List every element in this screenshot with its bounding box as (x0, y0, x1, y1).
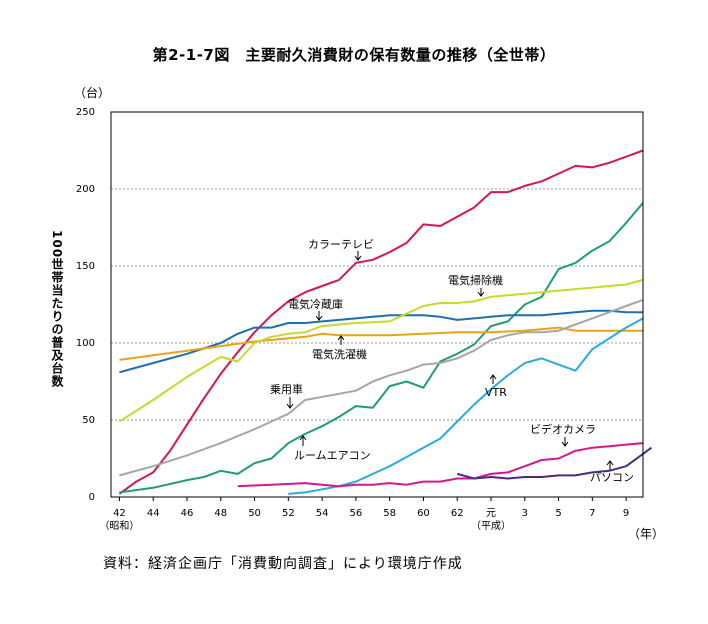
axis-layer: 0 50 100 150 200 250 42 44 46 48 50 52 54 56 58 60 62 元 3 5… (76, 107, 644, 532)
arrow-fridge (315, 311, 323, 321)
source-note: 資料：経済企画庁「消費動向調査」により環境庁作成 (103, 556, 463, 572)
x-tick-label-10: 62 (451, 508, 464, 519)
series-label-color-tv: カラーテレビ (308, 238, 374, 251)
series-line-0 (118, 149, 644, 495)
series-line-2 (119, 309, 643, 374)
series-layer (118, 149, 652, 495)
series-line-3 (119, 326, 643, 361)
x-tick-label-2: 46 (181, 508, 194, 519)
series-label-fridge: 電気冷蔵庫 (288, 297, 343, 311)
y-tick-label-0: 0 (89, 492, 95, 503)
arrow-pc (606, 460, 614, 470)
x-unit-label: （年） (628, 527, 665, 541)
x-tick-label-0: 42 (113, 508, 126, 519)
arrow-aircon (299, 435, 307, 446)
y-tick-label-200: 200 (76, 184, 95, 195)
arrow-vtr (489, 374, 497, 384)
era-label-showa: （昭和） (99, 520, 139, 532)
y-tick-label-100: 100 (76, 338, 95, 349)
series-label-pc: パソコン (590, 471, 634, 484)
series-label-vacuum: 電気掃除機 (448, 273, 503, 287)
x-tick-label-7: 56 (350, 508, 363, 519)
y-unit-label: （台） (74, 86, 111, 100)
series-label-car: 乗用車 (270, 382, 303, 396)
x-tick-label-1: 44 (147, 508, 160, 519)
x-tick-label-8: 58 (383, 508, 396, 519)
y-tick-label-150: 150 (76, 261, 95, 272)
y-tick-label-250: 250 (76, 107, 95, 118)
x-tick-label-14: 7 (589, 508, 595, 519)
series-label-vtr: VTR (485, 386, 507, 399)
series-line-1 (119, 202, 644, 494)
x-tick-label-6: 54 (316, 508, 329, 519)
arrow-color-tv (354, 251, 362, 261)
x-tick-label-11: 元 (486, 508, 496, 519)
arrow-vacuum (477, 288, 485, 297)
series-labels: カラーテレビ 電気掃除機 電気冷蔵庫 電気洗濯機 乗用車 VTR ルームエアコン… (270, 238, 634, 484)
series-label-camcorder: ビデオカメラ (530, 422, 596, 436)
series-label-washer: 電気洗濯機 (312, 347, 367, 361)
series-line-5 (119, 298, 644, 477)
y-tick-label-50: 50 (82, 415, 95, 426)
label-arrows (286, 251, 614, 470)
x-tick-label-4: 50 (248, 508, 261, 519)
arrow-car (286, 397, 294, 409)
chart-title: 第2-1-7図 主要耐久消費財の保有数量の推移（全世帯） (152, 46, 556, 64)
x-tick-label-9: 60 (417, 508, 430, 519)
x-tick-label-12: 3 (522, 508, 528, 519)
series-line-7 (237, 442, 644, 488)
plot-frame (110, 111, 644, 498)
series-line-6 (288, 317, 644, 495)
x-tick-label-13: 5 (555, 508, 561, 519)
era-label-heisei: （平成） (471, 520, 511, 532)
x-tick-label-15: 9 (623, 508, 629, 519)
y-axis-title: 100世帯当たりの普及台数 (50, 230, 64, 389)
x-tick-label-5: 52 (282, 508, 295, 519)
series-line-4 (118, 278, 644, 423)
arrow-washer (337, 335, 345, 345)
x-tick-label-3: 48 (214, 508, 227, 519)
series-label-aircon: ルームエアコン (294, 449, 371, 462)
grid-layer (111, 188, 643, 421)
series-line-8 (456, 446, 652, 480)
arrow-camcorder (561, 437, 569, 447)
